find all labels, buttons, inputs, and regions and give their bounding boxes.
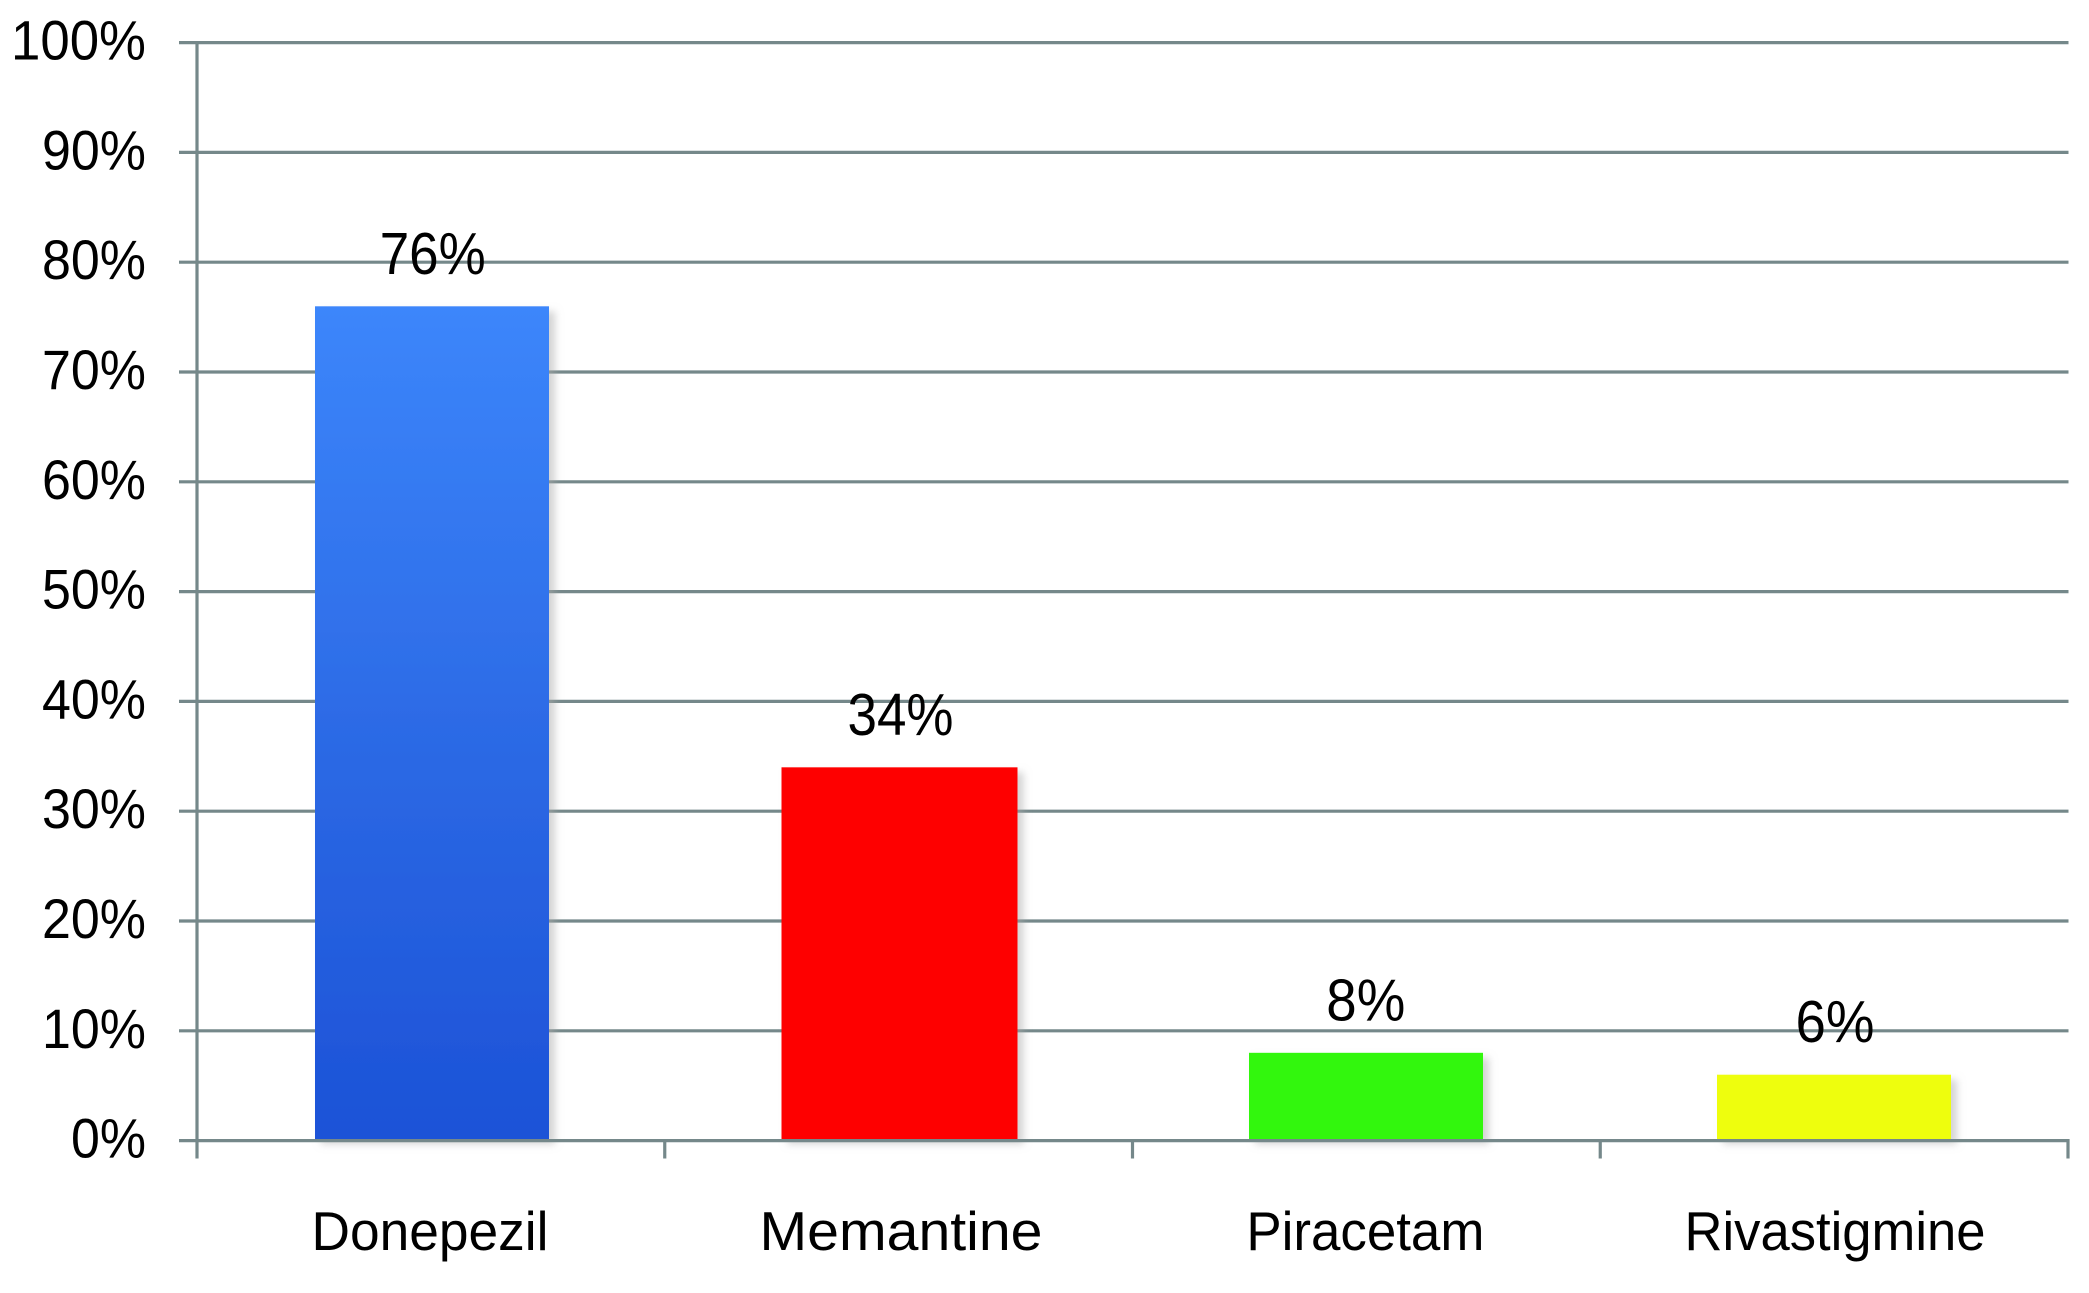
svg-text:Memantine: Memantine xyxy=(760,1200,1043,1262)
svg-text:Donepezil: Donepezil xyxy=(312,1200,549,1262)
svg-text:90%: 90% xyxy=(42,118,146,181)
svg-text:0%: 0% xyxy=(71,1107,146,1170)
svg-text:30%: 30% xyxy=(42,777,146,840)
svg-text:Piracetam: Piracetam xyxy=(1246,1200,1484,1262)
svg-text:6%: 6% xyxy=(1796,989,1875,1055)
svg-text:10%: 10% xyxy=(42,997,146,1060)
svg-text:80%: 80% xyxy=(42,228,146,291)
svg-text:50%: 50% xyxy=(42,558,146,621)
svg-text:Rivastigmine: Rivastigmine xyxy=(1685,1200,1986,1262)
svg-text:40%: 40% xyxy=(42,667,146,730)
svg-text:70%: 70% xyxy=(42,338,146,401)
svg-text:20%: 20% xyxy=(42,887,146,950)
svg-text:34%: 34% xyxy=(848,682,954,748)
svg-text:60%: 60% xyxy=(42,448,146,511)
svg-text:8%: 8% xyxy=(1326,967,1405,1033)
svg-text:76%: 76% xyxy=(380,221,486,287)
svg-text:100%: 100% xyxy=(11,9,146,72)
